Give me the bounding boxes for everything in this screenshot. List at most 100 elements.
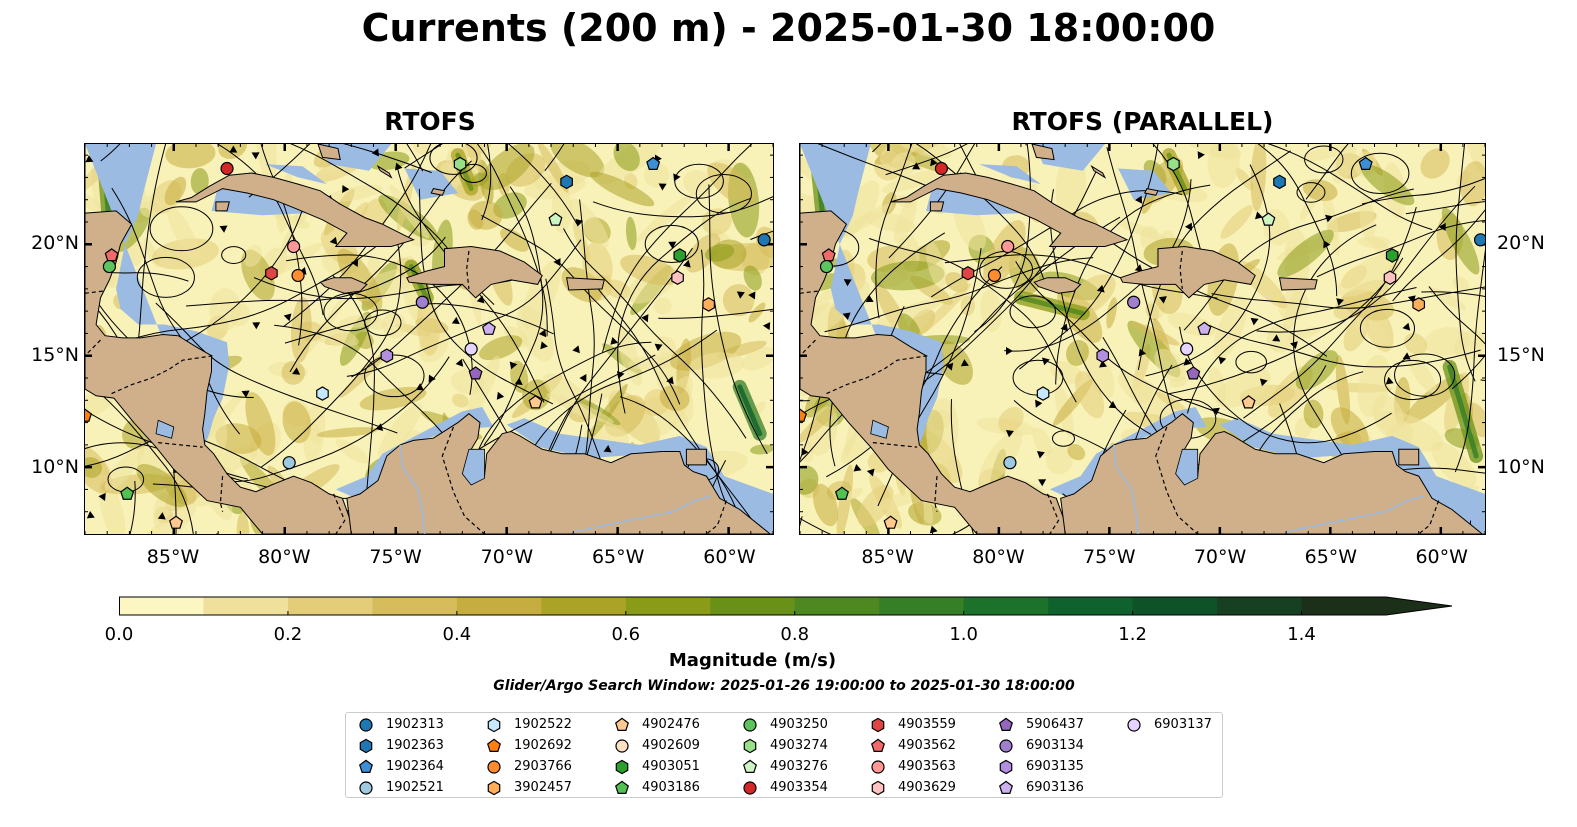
legend-marker-1902522[interactable]	[487, 717, 501, 732]
legend-marker-1902692[interactable]	[487, 738, 501, 752]
legend-label: 1902521	[386, 780, 444, 795]
marker-rtofs-1902522-20[interactable]	[316, 386, 329, 401]
colorbar-segment-9	[879, 597, 965, 615]
legend-marker-4903250[interactable]	[743, 717, 757, 732]
marker-parallel-1902521-21[interactable]	[1003, 456, 1017, 470]
colorbar-tick-3: 0.6	[611, 624, 641, 645]
legend-marker-4903274[interactable]	[743, 738, 757, 753]
legend-marker-6903137[interactable]	[1127, 717, 1141, 732]
marker-rtofs-5906437-18[interactable]	[468, 366, 483, 380]
lon-tick-parallel-0: 85°W	[861, 546, 914, 568]
marker-parallel-4903276-4[interactable]	[1261, 212, 1276, 226]
marker-rtofs-6903134-14[interactable]	[415, 295, 429, 309]
marker-rtofs-3902457-13[interactable]	[702, 297, 715, 312]
marker-rtofs-4903051-11[interactable]	[673, 248, 687, 263]
country-borders	[800, 250, 1440, 534]
legend-item: 1902313	[358, 714, 444, 735]
marker-parallel-6903134-14[interactable]	[1127, 295, 1141, 309]
marker-rtofs-4903186-23[interactable]	[120, 486, 135, 500]
lon-tick-rtofs-5: 60°W	[703, 546, 756, 568]
legend-marker-4903186[interactable]	[615, 780, 629, 794]
marker-parallel-1902363-2[interactable]	[1273, 174, 1286, 190]
float-glider-markers	[800, 156, 1485, 529]
marker-parallel-4903186-23[interactable]	[835, 486, 849, 500]
legend-marker-5906437[interactable]	[999, 717, 1013, 731]
marker-rtofs-1902521-21[interactable]	[282, 456, 296, 470]
legend-marker-1902313[interactable]	[359, 717, 373, 732]
legend-marker-3902457[interactable]	[487, 780, 501, 795]
legend-marker-1902363[interactable]	[359, 738, 373, 753]
marker-parallel-1902692-22[interactable]	[800, 408, 807, 422]
legend-marker-4903559[interactable]	[871, 717, 885, 732]
legend-marker-4903051[interactable]	[615, 759, 629, 774]
legend-label: 1902692	[514, 738, 572, 753]
marker-parallel-4903629-12[interactable]	[1383, 270, 1397, 286]
marker-parallel-1902313-0[interactable]	[1473, 233, 1485, 247]
marker-rtofs-4903629-12[interactable]	[671, 270, 684, 286]
lat-tick-left-2: 10°N	[31, 455, 79, 478]
marker-rtofs-4903563-8[interactable]	[287, 239, 301, 254]
legend-marker-6903134[interactable]	[999, 738, 1013, 753]
marker-parallel-4903250-7[interactable]	[819, 259, 834, 274]
figure-title: Currents (200 m) - 2025-01-30 18:00:00	[361, 6, 1216, 50]
marker-rtofs-1902363-2[interactable]	[560, 174, 573, 190]
legend-marker-4903276[interactable]	[743, 759, 757, 773]
marker-rtofs-1902692-22[interactable]	[85, 408, 92, 422]
land-masses	[800, 144, 1485, 534]
colorbar-segment-10	[963, 597, 1049, 615]
legend-marker-6903135[interactable]	[999, 759, 1013, 774]
map-panel-rtofs-parallel[interactable]	[799, 143, 1486, 535]
marker-parallel-6903137-17[interactable]	[1180, 342, 1194, 356]
marker-parallel-4903563-8[interactable]	[1001, 239, 1015, 254]
marker-parallel-4903274-3[interactable]	[1167, 156, 1180, 172]
legend-marker-4903629[interactable]	[871, 780, 885, 795]
marker-parallel-1902522-20[interactable]	[1036, 386, 1050, 401]
marker-parallel-4902476-24[interactable]	[883, 515, 898, 529]
legend-item: 4903186	[614, 777, 700, 798]
lon-tick-parallel-3: 70°W	[1193, 546, 1247, 568]
legend-marker-4902609[interactable]	[615, 738, 629, 753]
legend-marker-4903354[interactable]	[743, 780, 757, 795]
legend-marker-1902521[interactable]	[359, 780, 373, 795]
marker-parallel-1902364-1[interactable]	[1358, 156, 1373, 170]
marker-rtofs-4902476-19[interactable]	[528, 395, 543, 409]
legend-marker-6903136[interactable]	[999, 780, 1013, 794]
lon-tick-parallel-5: 60°W	[1415, 546, 1468, 568]
colorbar-segment-6	[625, 597, 711, 615]
legend-item: 1902363	[358, 735, 444, 756]
marker-rtofs-4903354-5[interactable]	[220, 161, 234, 176]
legend-marker-4903563[interactable]	[871, 759, 885, 774]
colorbar-segment-2	[287, 597, 373, 615]
legend-marker-4902476[interactable]	[615, 717, 629, 731]
lon-tick-rtofs-0: 85°W	[146, 546, 200, 568]
marker-parallel-6903135-16[interactable]	[1096, 348, 1110, 364]
legend-label: 1902313	[386, 717, 444, 732]
axis-ticks	[85, 144, 773, 534]
marker-parallel-4903051-11[interactable]	[1385, 248, 1399, 263]
legend-item: 1902364	[358, 756, 444, 777]
marker-parallel-4902476-19[interactable]	[1241, 395, 1256, 409]
marker-rtofs-4903250-7[interactable]	[102, 259, 117, 274]
legend-marker-4903562[interactable]	[871, 738, 885, 752]
marker-parallel-6903136-15[interactable]	[1197, 321, 1212, 335]
lat-tick-left-0: 20°N	[31, 231, 79, 254]
legend-marker-1902364[interactable]	[359, 759, 373, 773]
marker-rtofs-1902313-0[interactable]	[757, 233, 771, 247]
marker-parallel-3902457-13[interactable]	[1412, 297, 1426, 312]
marker-rtofs-2903766-10[interactable]	[291, 268, 305, 283]
marker-parallel-2903766-10[interactable]	[987, 268, 1002, 283]
colorbar-tick-6: 1.2	[1118, 624, 1147, 645]
marker-rtofs-4902476-24[interactable]	[169, 515, 183, 529]
marker-rtofs-6903137-17[interactable]	[464, 342, 478, 356]
marker-rtofs-6903136-15[interactable]	[481, 321, 496, 335]
marker-rtofs-4903274-3[interactable]	[453, 156, 467, 172]
map-panel-rtofs[interactable]	[84, 143, 774, 535]
marker-rtofs-6903135-16[interactable]	[380, 348, 394, 364]
marker-parallel-5906437-18[interactable]	[1186, 366, 1201, 380]
marker-rtofs-1902364-1[interactable]	[646, 156, 661, 170]
marker-parallel-4903559-9[interactable]	[961, 265, 975, 281]
marker-rtofs-4903276-4[interactable]	[548, 212, 563, 226]
marker-rtofs-4903559-9[interactable]	[265, 265, 278, 281]
legend-marker-2903766[interactable]	[487, 759, 501, 774]
marker-parallel-4903354-5[interactable]	[934, 161, 949, 176]
